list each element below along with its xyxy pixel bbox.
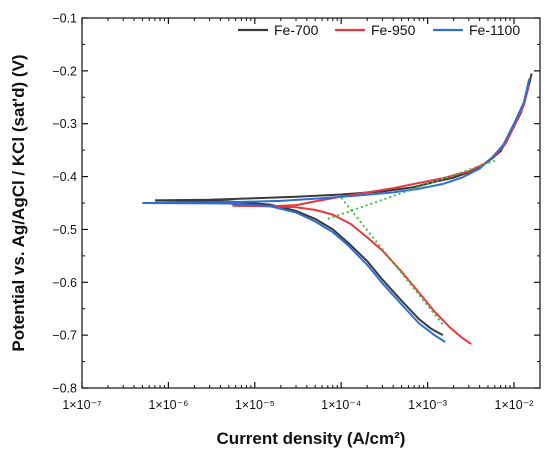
y-axis-label: Potential vs. Ag/AgCl / KCl (sat'd) (V) <box>9 54 28 351</box>
series-layer <box>142 73 533 345</box>
x-axis-ticks: 1×10⁻⁷ 1×10⁻⁶ 1×10⁻⁵ 1×10⁻⁴ 1×10⁻³ 1×10⁻² <box>62 18 541 412</box>
y-tick-label: −0.3 <box>52 117 77 131</box>
y-axis-ticks: −0.1 −0.2 −0.3 −0.4 −0.5 −0.6 −0.7 −0.8 <box>52 12 540 396</box>
series-line-fe-700-cathodic <box>154 199 444 336</box>
x-tick-label: 1×10⁻⁴ <box>321 398 361 412</box>
series-line-fe-1100-anodic <box>142 78 531 204</box>
x-tick-label: 1×10⁻⁵ <box>235 398 275 412</box>
y-tick-label: −0.8 <box>52 382 77 396</box>
x-tick-label: 1×10⁻³ <box>408 398 447 412</box>
x-tick-label: 1×10⁻² <box>495 398 534 412</box>
series-line-fe-700-anodic <box>154 73 533 202</box>
x-axis-label: Current density (A/cm²) <box>217 429 406 448</box>
legend-label: Fe-950 <box>371 22 416 38</box>
series-line-fe-1100-cathodic <box>142 202 446 343</box>
series-line-fe-950-cathodic <box>232 204 472 345</box>
y-tick-label: −0.6 <box>52 276 77 290</box>
tafel-fit-layer <box>327 159 496 326</box>
y-tick-label: −0.4 <box>52 170 77 184</box>
legend: Fe-700 Fe-950 Fe-1100 <box>238 22 520 38</box>
y-tick-label: −0.1 <box>52 12 77 26</box>
y-tick-label: −0.2 <box>52 64 77 78</box>
y-tick-label: −0.7 <box>52 329 77 343</box>
legend-label: Fe-1100 <box>469 22 520 38</box>
x-tick-label: 1×10⁻⁷ <box>62 398 102 412</box>
legend-label: Fe-700 <box>274 22 319 38</box>
x-tick-label: 1×10⁻⁶ <box>148 398 188 412</box>
tafel-fit-line <box>340 197 444 326</box>
series-line-fe-950-anodic <box>232 83 531 208</box>
y-tick-label: −0.5 <box>52 223 77 237</box>
